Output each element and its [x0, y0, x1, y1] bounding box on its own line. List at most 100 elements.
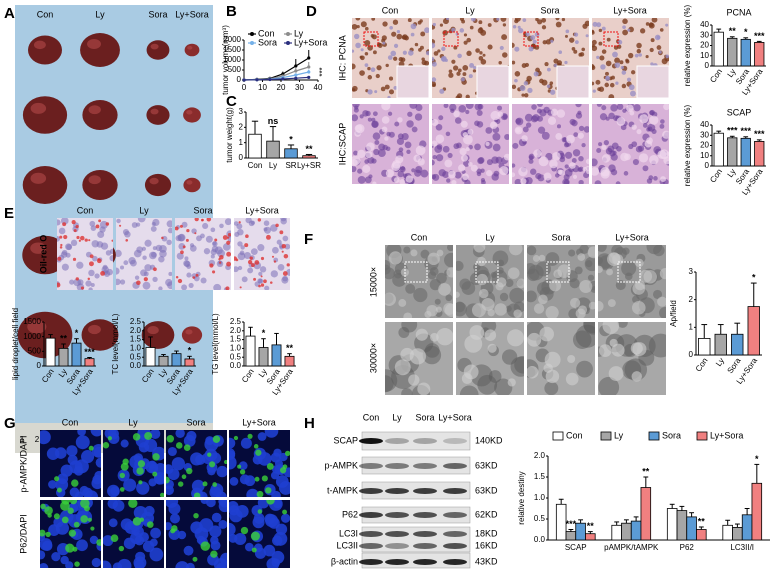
cell	[372, 132, 381, 141]
cell	[223, 459, 227, 465]
y-tick-label: 20	[700, 141, 709, 150]
cell	[116, 249, 122, 258]
cell	[66, 445, 78, 457]
y-tick-label: 0.5	[534, 514, 546, 523]
cell	[451, 59, 456, 64]
cell	[167, 227, 172, 234]
cell	[153, 267, 157, 272]
cell	[415, 145, 426, 156]
cell	[89, 254, 94, 259]
cell	[158, 286, 163, 290]
cell	[355, 42, 361, 49]
cell	[471, 303, 486, 318]
cell	[514, 46, 520, 52]
y-tick-label: 0.5	[130, 352, 142, 361]
cell	[200, 218, 204, 222]
cell	[135, 222, 141, 227]
cell	[51, 551, 61, 562]
cell	[131, 222, 138, 228]
cell	[485, 141, 490, 147]
tumor-highlight	[187, 45, 193, 50]
cell	[503, 153, 509, 161]
bar	[751, 482, 763, 541]
cell	[89, 220, 96, 227]
cell	[660, 176, 666, 183]
x-tick-label: Con	[708, 67, 724, 84]
cell	[582, 23, 588, 29]
cell	[90, 526, 95, 531]
cell	[631, 141, 638, 148]
cell	[465, 147, 470, 152]
cell	[469, 325, 485, 340]
cell	[445, 18, 450, 21]
cell	[502, 23, 507, 27]
cell	[123, 537, 136, 550]
cell	[354, 124, 363, 133]
cell	[622, 25, 626, 30]
cell	[268, 517, 280, 529]
cell	[257, 509, 263, 514]
cell	[388, 76, 394, 81]
bar	[611, 524, 622, 541]
bar	[713, 31, 724, 67]
cell	[599, 113, 608, 121]
cell	[542, 40, 547, 45]
cell	[95, 224, 100, 229]
ruler-number: 2	[35, 435, 40, 444]
cell	[166, 522, 173, 531]
cell	[265, 487, 272, 494]
cell	[544, 381, 559, 395]
zoom-box	[523, 31, 539, 47]
cell	[457, 53, 462, 59]
series-line	[243, 76, 309, 81]
x-tick-label: Ly	[157, 367, 169, 379]
bar	[630, 520, 642, 541]
blot-band	[443, 543, 467, 549]
cell	[238, 221, 241, 224]
cell	[85, 280, 92, 287]
x-tick-label: Ly	[714, 356, 726, 368]
cell	[240, 245, 245, 250]
cell	[203, 248, 211, 255]
cell	[403, 246, 411, 254]
y-axis-label: TG level(mmol/L)	[211, 313, 220, 375]
cell	[279, 230, 284, 235]
cell	[605, 60, 612, 67]
tumor-highlight	[88, 105, 101, 115]
cell	[385, 292, 396, 306]
cell	[545, 369, 560, 384]
cell	[352, 155, 361, 166]
cell	[186, 467, 193, 475]
column-label: Sora	[193, 205, 212, 215]
cell	[421, 57, 425, 61]
blot-size: 43KD	[475, 556, 498, 566]
cell	[579, 280, 593, 294]
cell	[272, 535, 283, 546]
cell	[414, 169, 422, 177]
cell	[420, 249, 430, 259]
blot-band	[359, 463, 383, 469]
cell	[531, 43, 536, 48]
cell	[659, 306, 666, 318]
y-tick-label: 1.5	[534, 472, 546, 481]
cell	[352, 104, 360, 108]
cell	[357, 175, 366, 184]
cell	[465, 94, 470, 98]
cell	[648, 22, 654, 28]
cell	[554, 173, 560, 178]
bar	[698, 337, 711, 356]
fluorescence-image	[103, 430, 164, 497]
zoom-box	[475, 261, 499, 283]
y-tick-label: 2.0	[534, 451, 546, 460]
cell	[259, 266, 267, 273]
image-content	[457, 322, 524, 395]
cell	[598, 28, 603, 33]
cell	[258, 278, 264, 284]
column-label: Ly+Sora	[242, 417, 275, 427]
cell	[200, 233, 205, 239]
cell	[434, 298, 441, 305]
cell	[245, 234, 249, 238]
cell	[622, 29, 629, 36]
oil-red-image	[116, 218, 172, 290]
column-label: Con	[62, 417, 79, 427]
